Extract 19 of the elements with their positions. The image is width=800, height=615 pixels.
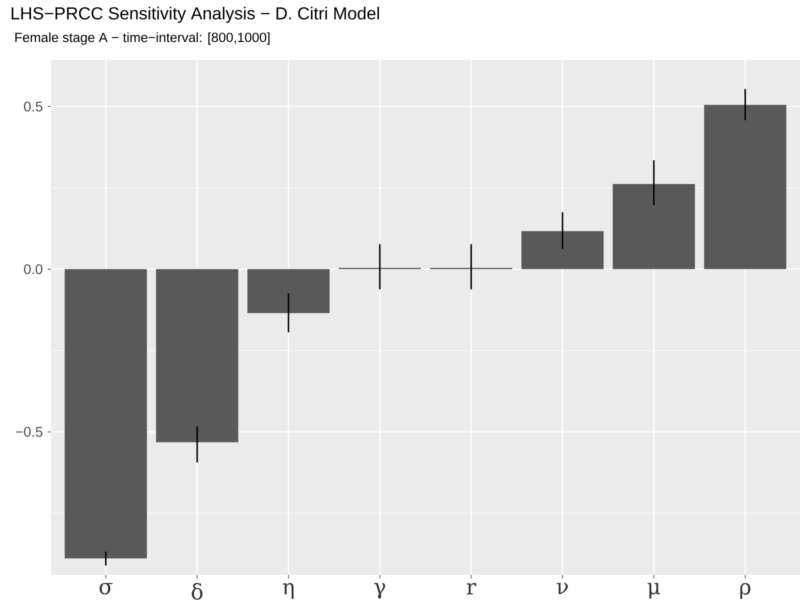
chart-title: LHS−PRCC Sensitivity Analysis − D. Citri Model bbox=[12, 6, 379, 23]
x-tick-label: δ bbox=[192, 583, 202, 600]
x-tick-label: r bbox=[466, 583, 476, 594]
y-tick-label: −0.5 bbox=[16, 426, 42, 437]
bar bbox=[704, 104, 786, 270]
chart-subtitle: Female stage A − time−interval: [800,1000] bbox=[15, 32, 270, 45]
x-tick-label: σ bbox=[100, 583, 112, 594]
x-tick-label: μ bbox=[648, 583, 660, 599]
bar bbox=[612, 184, 695, 270]
bar bbox=[521, 231, 604, 270]
y-tick-label: 0.0 bbox=[24, 264, 42, 274]
x-tick-label: ρ bbox=[740, 583, 750, 599]
x-tick-label: ν bbox=[556, 583, 568, 594]
x-tick-label: γ bbox=[374, 583, 386, 599]
bar bbox=[64, 269, 147, 558]
bar bbox=[247, 269, 330, 314]
bar bbox=[156, 269, 238, 442]
x-tick-label: η bbox=[282, 583, 294, 599]
y-tick-label: 0.5 bbox=[24, 102, 42, 112]
